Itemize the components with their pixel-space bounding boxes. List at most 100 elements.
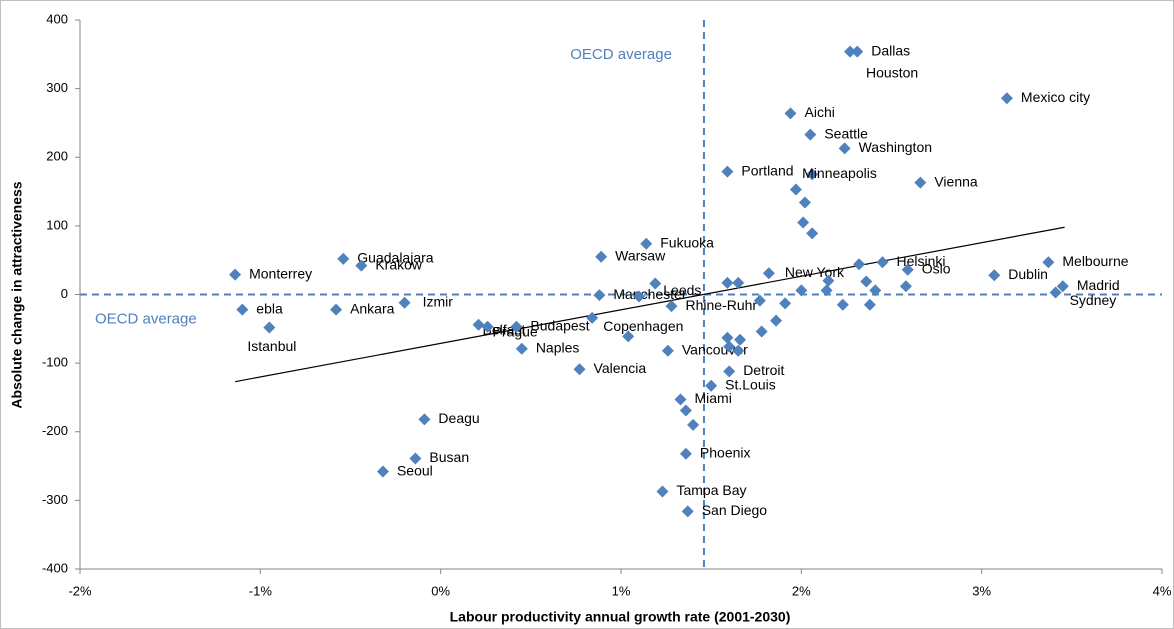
point-label: Busan	[429, 449, 469, 465]
point	[515, 342, 528, 355]
y-tick-label: 400	[46, 11, 68, 26]
point	[330, 303, 343, 316]
point-label: Leeds	[663, 282, 701, 298]
point	[337, 252, 350, 265]
point	[820, 284, 833, 297]
y-tick-label: -100	[42, 355, 68, 370]
point-label: Dublin	[1008, 266, 1048, 282]
point	[844, 45, 857, 58]
point-label: Aichi	[805, 104, 835, 120]
point	[863, 298, 876, 311]
point	[665, 300, 678, 313]
point-label: Houston	[866, 64, 918, 80]
point-label: Washington	[859, 139, 932, 155]
point-label: Monterrey	[249, 265, 312, 281]
point-label: Phoenix	[700, 444, 751, 460]
point-label: Deagu	[438, 410, 479, 426]
point	[755, 325, 768, 338]
reference-label: OECD average	[570, 46, 672, 63]
point-label: Detroit	[743, 362, 784, 378]
point	[674, 393, 687, 406]
point	[376, 465, 389, 478]
point	[687, 418, 700, 431]
point-label: Istanbul	[247, 338, 296, 354]
point	[836, 298, 849, 311]
point	[914, 176, 927, 189]
point	[732, 276, 745, 289]
y-tick-label: 0	[61, 286, 68, 301]
y-tick-label: 200	[46, 149, 68, 164]
point	[398, 296, 411, 309]
point	[586, 311, 599, 324]
x-tick-label: 0%	[431, 583, 450, 598]
point-label: New York	[785, 264, 845, 280]
point	[661, 344, 674, 357]
reference-label: OECD average	[95, 310, 197, 327]
point	[784, 107, 797, 120]
point	[656, 485, 669, 498]
point-label: Ankara	[350, 300, 395, 316]
point-label: Minneapolis	[802, 165, 877, 181]
point	[901, 263, 914, 276]
point-label: Warsaw	[615, 247, 666, 263]
point-label: Naples	[536, 339, 580, 355]
point	[418, 413, 431, 426]
point	[705, 379, 718, 392]
x-axis-title: Labour productivity annual growth rate (…	[450, 609, 791, 625]
y-tick-label: -200	[42, 423, 68, 438]
point	[762, 267, 775, 280]
point	[721, 165, 734, 178]
point	[1049, 286, 1062, 299]
point	[795, 284, 808, 297]
point	[236, 303, 249, 316]
point	[789, 183, 802, 196]
point	[853, 258, 866, 271]
point	[806, 168, 819, 181]
point	[770, 314, 783, 327]
y-tick-label: 100	[46, 217, 68, 232]
point	[593, 289, 606, 302]
y-tick-label: -300	[42, 492, 68, 507]
point	[723, 340, 736, 353]
point-label: Guadalajara	[357, 250, 433, 266]
point	[721, 331, 734, 344]
point	[481, 320, 494, 333]
point	[229, 268, 242, 281]
x-tick-label: 1%	[612, 583, 631, 598]
point-label: Oslo	[922, 260, 951, 276]
point	[734, 333, 747, 346]
point-label: ebla	[256, 300, 283, 316]
y-tick-label: 300	[46, 80, 68, 95]
point-label: Sydney	[1070, 292, 1117, 308]
point	[723, 365, 736, 378]
point	[797, 216, 810, 229]
point-label: Copenhagen	[603, 318, 683, 334]
point-label: St.Louis	[725, 376, 776, 392]
point-label: Manchester	[613, 286, 686, 302]
point-label: Budapest	[530, 317, 589, 333]
y-tick-label: -400	[42, 560, 68, 575]
point	[640, 237, 653, 250]
point	[851, 45, 864, 58]
x-tick-label: -1%	[249, 583, 273, 598]
point	[633, 290, 646, 303]
point	[753, 294, 766, 307]
point-label: San Diego	[702, 502, 768, 518]
point	[822, 274, 835, 287]
point	[988, 269, 1001, 282]
point	[409, 452, 422, 465]
x-tick-label: 2%	[792, 583, 811, 598]
point-label: Miami	[695, 390, 732, 406]
point-label: Seoul	[397, 462, 433, 478]
point	[649, 277, 662, 290]
x-tick-label: -2%	[68, 583, 92, 598]
point	[510, 320, 523, 333]
point	[806, 227, 819, 240]
point	[679, 447, 692, 460]
point	[1056, 280, 1069, 293]
point	[721, 276, 734, 289]
point	[804, 128, 817, 141]
point-label: Valencia	[594, 360, 647, 376]
